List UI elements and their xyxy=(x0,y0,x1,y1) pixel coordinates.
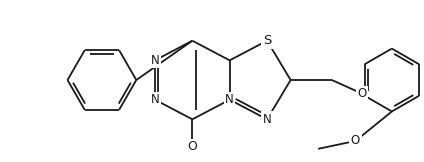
Text: N: N xyxy=(151,54,159,67)
Text: N: N xyxy=(225,93,234,106)
Text: N: N xyxy=(151,93,159,106)
Text: N: N xyxy=(262,113,271,126)
Text: O: O xyxy=(358,87,367,100)
Text: O: O xyxy=(187,140,197,153)
Text: S: S xyxy=(263,34,271,47)
Text: O: O xyxy=(351,134,360,147)
